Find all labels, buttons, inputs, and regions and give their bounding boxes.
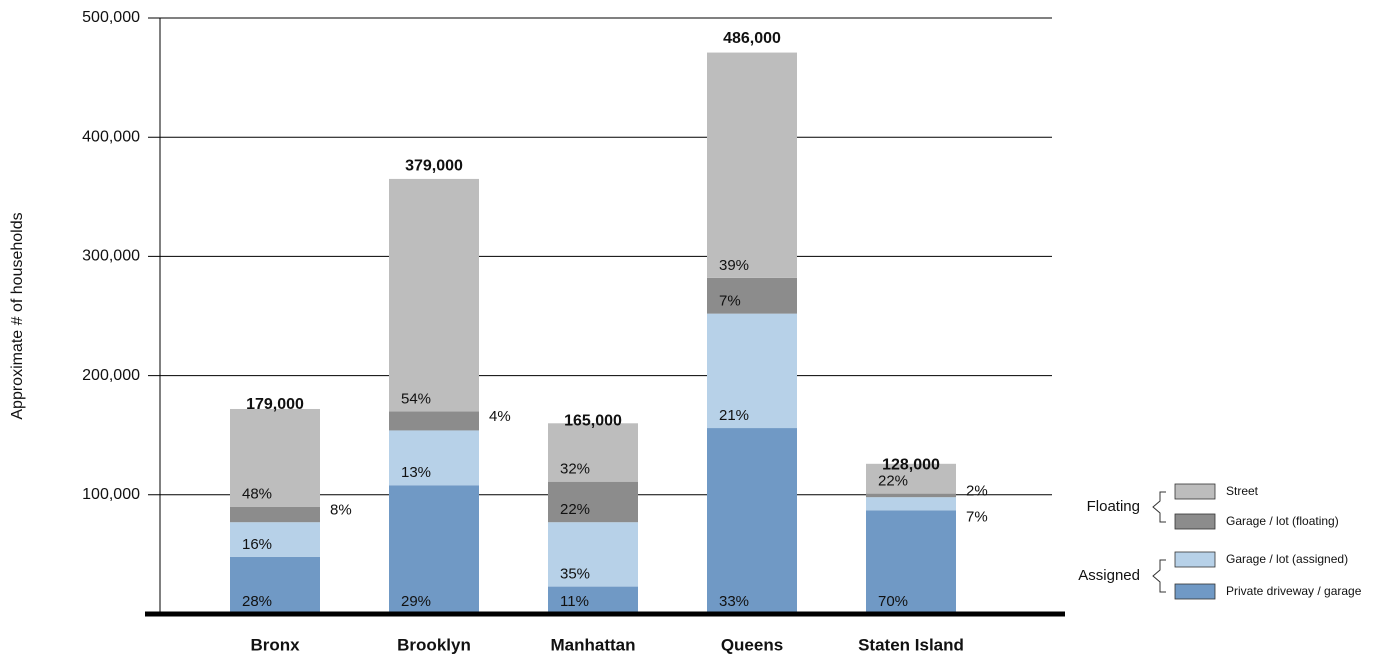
bar-segment xyxy=(548,423,638,482)
bar-segment xyxy=(707,277,797,314)
bar-segment xyxy=(230,408,320,507)
segment-label: 7% xyxy=(966,509,988,526)
bar-segment xyxy=(866,493,956,498)
bar-segment xyxy=(389,430,479,486)
bar-segment xyxy=(389,178,479,412)
bar-segment xyxy=(389,485,479,614)
total-label: 379,000 xyxy=(405,157,463,174)
x-tick-label: Queens xyxy=(721,635,783,654)
y-tick-label: 200,000 xyxy=(82,367,140,384)
bar-segment xyxy=(866,510,956,614)
segment-label: 54% xyxy=(401,390,431,407)
segment-label: 11% xyxy=(560,593,589,610)
y-tick-label: 300,000 xyxy=(82,248,140,265)
segment-label: 8% xyxy=(330,501,352,518)
segment-label: 22% xyxy=(560,501,590,518)
segment-label: 39% xyxy=(719,257,749,274)
segment-label: 16% xyxy=(242,536,272,553)
bar-segment xyxy=(707,428,797,614)
bar-segment xyxy=(866,463,956,494)
legend-label: Street xyxy=(1226,484,1259,498)
legend-group-label: Floating xyxy=(1087,498,1140,515)
segment-label: 33% xyxy=(719,593,749,610)
segment-label: 4% xyxy=(489,408,511,425)
total-label: 128,000 xyxy=(882,457,940,474)
legend-swatch xyxy=(1174,583,1216,600)
segment-label: 13% xyxy=(401,464,431,481)
y-tick-label: 100,000 xyxy=(82,486,140,503)
segment-label: 21% xyxy=(719,407,749,424)
y-tick-label: 500,000 xyxy=(82,9,140,26)
bar-segment xyxy=(230,556,320,614)
bar-segment xyxy=(866,497,956,511)
segment-label: 32% xyxy=(560,461,590,478)
bar-segment xyxy=(230,522,320,557)
legend-label: Garage / lot (floating) xyxy=(1226,514,1339,528)
total-label: 179,000 xyxy=(246,396,304,413)
bar-segment xyxy=(230,506,320,523)
bar-segment xyxy=(707,313,797,429)
legend-brace xyxy=(1152,559,1166,593)
legend-group-label: Assigned xyxy=(1078,567,1140,584)
legend-swatch xyxy=(1174,551,1216,568)
segment-label: 70% xyxy=(878,593,908,610)
segment-label: 35% xyxy=(560,566,590,583)
x-tick-label: Brooklyn xyxy=(397,635,471,654)
total-label: 165,000 xyxy=(564,413,622,430)
legend-swatch xyxy=(1174,513,1216,530)
segment-label: 48% xyxy=(242,486,272,503)
legend-label: Private driveway / garage xyxy=(1226,584,1362,598)
segment-label: 22% xyxy=(878,473,908,490)
y-tick-label: 400,000 xyxy=(82,128,140,145)
x-tick-label: Manhattan xyxy=(551,635,636,654)
legend-swatch xyxy=(1174,483,1216,500)
bar-segment xyxy=(548,481,638,523)
segment-label: 7% xyxy=(719,293,741,310)
total-label: 486,000 xyxy=(723,30,781,47)
bar-segment xyxy=(707,52,797,278)
x-tick-label: Staten Island xyxy=(858,635,964,654)
x-tick-label: Bronx xyxy=(250,635,300,654)
segment-label: 2% xyxy=(966,482,988,499)
segment-label: 28% xyxy=(242,593,272,610)
y-axis-label: Approximate # of households xyxy=(9,212,26,419)
segment-label: 29% xyxy=(401,593,431,610)
bar-segment xyxy=(389,411,479,431)
bar-segment xyxy=(548,586,638,614)
legend-label: Garage / lot (assigned) xyxy=(1226,552,1348,566)
legend-brace xyxy=(1152,491,1166,523)
bar-segment xyxy=(548,522,638,587)
